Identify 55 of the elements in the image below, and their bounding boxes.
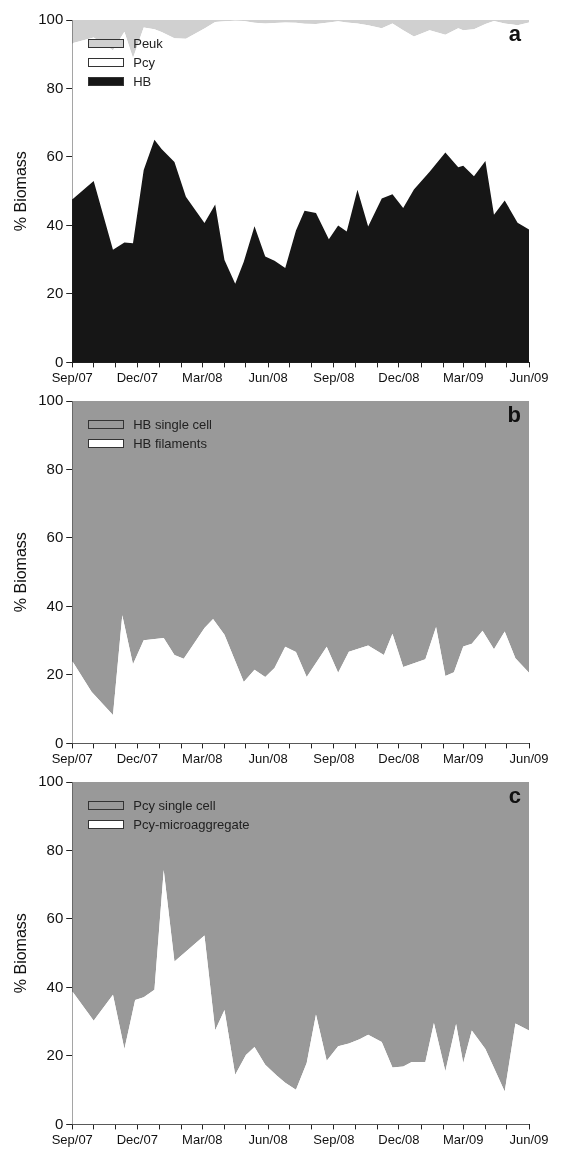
y-tick-label: 60: [46, 909, 64, 927]
chart-title: b: [507, 402, 521, 428]
x-tick-label: Dec/08: [378, 369, 420, 385]
series-label: Pcy single cell: [133, 797, 216, 815]
x-tick-label: Dec/07: [116, 750, 158, 766]
x-tick-label: Sep/07: [51, 369, 93, 385]
y-tick-label: 20: [46, 284, 64, 302]
y-tick-label: 100: [38, 772, 64, 790]
y-tick-label: 0: [54, 1114, 64, 1132]
y-tick-label: 40: [46, 596, 64, 614]
y-axis-title: % Biomass: [12, 913, 30, 994]
x-tick-label: Jun/08: [248, 369, 288, 385]
x-tick-label: Sep/07: [51, 1131, 93, 1147]
y-tick-label: 100: [38, 10, 64, 28]
legend-label: HB: [133, 73, 152, 91]
x-tick-label: Mar/08: [182, 369, 223, 385]
x-tick-label: Jun/09: [509, 1131, 549, 1147]
y-tick-label: 100: [38, 391, 64, 409]
y-tick-label: 80: [46, 78, 64, 96]
x-tick-label: Jun/09: [509, 750, 549, 766]
x-tick-label: Dec/08: [378, 1131, 420, 1147]
y-tick-label: 20: [46, 665, 64, 683]
chart-title: a: [508, 21, 522, 47]
x-tick-label: Mar/09: [443, 369, 484, 385]
series-label: HB single cell: [133, 416, 212, 434]
y-tick-label: 0: [54, 352, 64, 370]
legend-label: Peuk: [133, 35, 163, 53]
x-tick-label: Sep/08: [313, 1131, 355, 1147]
x-tick-label: Mar/09: [443, 1131, 484, 1147]
x-tick-label: Mar/08: [182, 750, 223, 766]
x-tick-label: Jun/09: [509, 369, 549, 385]
x-tick-label: Sep/08: [313, 369, 355, 385]
y-tick-label: 40: [46, 215, 64, 233]
y-axis-title: % Biomass: [12, 532, 30, 613]
legend-label: Pcy-microaggregate: [133, 816, 250, 834]
series-label: Pcy: [133, 54, 155, 72]
y-tick-label: 80: [46, 459, 64, 477]
legend-label: HB filaments: [133, 435, 207, 453]
chart-title: c: [508, 783, 521, 809]
y-tick-label: 20: [46, 1046, 64, 1064]
x-tick-label: Dec/07: [116, 369, 158, 385]
x-tick-label: Mar/08: [182, 1131, 223, 1147]
y-tick-label: 0: [54, 733, 64, 751]
x-tick-label: Dec/08: [378, 750, 420, 766]
x-tick-label: Dec/07: [116, 1131, 158, 1147]
x-tick-label: Jun/08: [248, 750, 288, 766]
x-tick-label: Mar/09: [443, 750, 484, 766]
y-tick-label: 80: [46, 840, 64, 858]
y-tick-label: 60: [46, 147, 64, 165]
x-tick-label: Jun/08: [248, 1131, 288, 1147]
y-axis-title: % Biomass: [12, 151, 30, 232]
x-tick-label: Sep/07: [51, 750, 93, 766]
y-tick-label: 60: [46, 528, 64, 546]
y-tick-label: 40: [46, 977, 64, 995]
x-tick-label: Sep/08: [313, 750, 355, 766]
